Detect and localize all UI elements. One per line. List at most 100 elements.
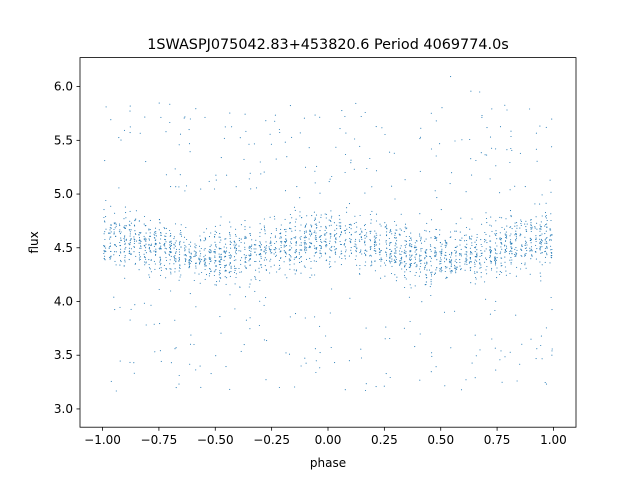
data-point xyxy=(210,270,212,273)
data-point xyxy=(399,260,401,262)
data-point xyxy=(199,258,201,260)
data-point xyxy=(119,251,121,253)
data-point xyxy=(476,255,478,257)
data-point xyxy=(504,251,506,253)
data-point xyxy=(444,261,446,263)
data-point xyxy=(466,255,468,257)
data-point xyxy=(515,314,517,316)
data-point xyxy=(551,350,553,352)
data-point xyxy=(395,258,397,261)
data-point xyxy=(273,215,275,217)
data-point xyxy=(479,262,481,264)
data-point xyxy=(219,236,221,238)
data-point xyxy=(148,246,151,248)
data-point xyxy=(308,247,310,249)
data-point xyxy=(114,260,116,262)
data-point xyxy=(398,250,401,252)
data-point xyxy=(516,253,518,255)
data-point xyxy=(506,234,508,236)
data-point xyxy=(254,275,256,278)
data-point xyxy=(381,127,383,129)
data-point xyxy=(306,247,308,249)
data-point xyxy=(120,261,122,263)
data-point xyxy=(314,274,316,276)
data-point xyxy=(263,226,266,229)
data-point xyxy=(530,338,532,340)
data-point xyxy=(361,253,363,255)
data-point xyxy=(375,232,377,234)
data-point xyxy=(105,250,107,252)
data-point xyxy=(315,214,318,216)
data-point xyxy=(536,228,538,230)
data-point xyxy=(249,317,251,319)
data-point xyxy=(163,244,165,246)
scatter-points xyxy=(103,76,553,392)
data-point xyxy=(124,206,126,208)
data-point xyxy=(471,242,473,244)
data-point xyxy=(240,241,242,244)
data-point xyxy=(300,365,302,367)
data-point xyxy=(491,267,493,269)
data-point xyxy=(524,262,526,264)
data-point xyxy=(153,250,155,252)
data-point xyxy=(509,210,512,212)
data-point xyxy=(386,231,388,233)
data-point xyxy=(259,264,261,266)
data-point xyxy=(165,241,167,243)
data-point xyxy=(215,265,217,267)
data-point xyxy=(218,274,220,276)
data-point xyxy=(515,254,517,256)
data-point xyxy=(550,213,552,215)
data-point xyxy=(511,250,513,252)
data-point xyxy=(476,254,478,256)
data-point xyxy=(391,265,393,267)
data-point xyxy=(409,320,411,323)
data-point xyxy=(385,373,387,375)
data-point xyxy=(263,218,265,220)
data-point xyxy=(330,265,332,268)
data-point xyxy=(138,252,140,254)
data-point xyxy=(404,264,406,266)
data-point xyxy=(411,254,413,256)
data-point xyxy=(310,242,312,244)
data-point xyxy=(309,257,311,259)
data-point xyxy=(398,233,400,235)
data-point xyxy=(516,227,518,229)
data-point xyxy=(204,238,207,240)
data-point xyxy=(336,228,338,230)
data-point xyxy=(130,222,132,224)
data-point xyxy=(115,223,117,225)
y-tick-label: 4.0 xyxy=(54,294,73,308)
data-point xyxy=(316,247,318,249)
data-point xyxy=(150,244,152,246)
data-point xyxy=(274,236,276,238)
data-point xyxy=(305,362,307,364)
data-point xyxy=(123,240,126,243)
data-point xyxy=(418,275,420,277)
data-point xyxy=(344,255,346,257)
data-point xyxy=(235,186,237,188)
data-point xyxy=(501,381,503,383)
data-point xyxy=(384,251,387,253)
data-point xyxy=(154,237,156,239)
data-point xyxy=(119,264,121,266)
data-point xyxy=(370,255,373,257)
data-point xyxy=(304,240,306,242)
data-point xyxy=(299,230,301,232)
data-point xyxy=(291,217,293,219)
data-point xyxy=(275,248,277,250)
data-point xyxy=(110,255,112,257)
data-point xyxy=(230,267,232,269)
data-point xyxy=(529,249,531,251)
data-point xyxy=(515,233,517,236)
data-point xyxy=(355,231,357,233)
data-point xyxy=(510,147,512,150)
data-point xyxy=(510,262,512,264)
data-point xyxy=(309,242,311,244)
data-point xyxy=(400,229,402,231)
data-point xyxy=(115,225,117,227)
data-point xyxy=(263,339,265,341)
data-point xyxy=(199,239,202,241)
data-point xyxy=(204,278,206,280)
data-point xyxy=(335,242,337,244)
